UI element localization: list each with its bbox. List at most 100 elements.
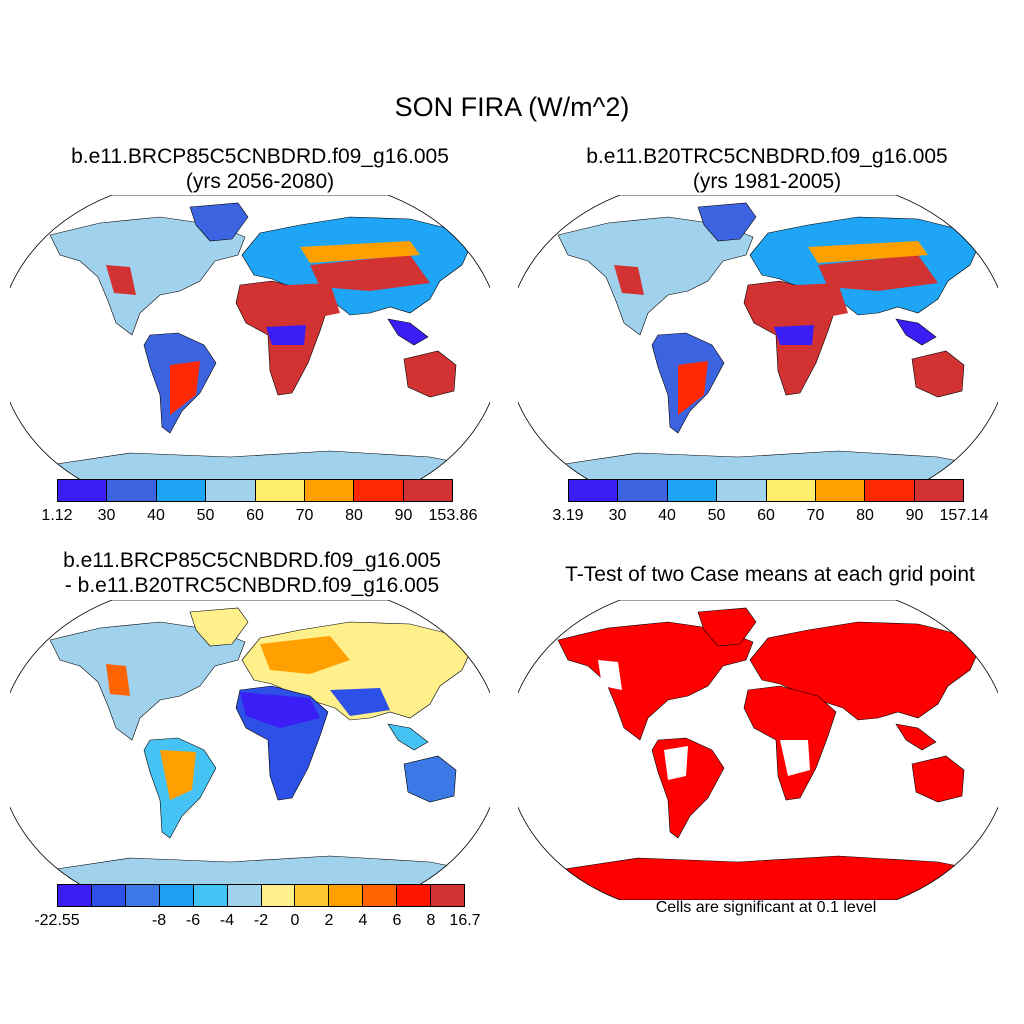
land-layer bbox=[537, 202, 989, 495]
colorbar-swatch bbox=[354, 480, 404, 501]
field-region bbox=[106, 664, 130, 696]
panel-1-map bbox=[10, 195, 490, 495]
field-region bbox=[170, 361, 200, 415]
colorbar-swatch bbox=[431, 885, 465, 906]
colorbar-tick-label: 157.14 bbox=[939, 507, 989, 524]
panel-4-title: T-Test of two Case means at each grid po… bbox=[565, 563, 975, 586]
continent-greenland bbox=[189, 607, 249, 647]
colorbar-swatch bbox=[206, 480, 256, 501]
colorbar-tick-label: 16.7 bbox=[449, 912, 481, 929]
continent-seasia bbox=[387, 318, 429, 346]
field-region bbox=[808, 241, 928, 263]
colorbar-swatch bbox=[107, 480, 157, 501]
colorbar-swatch bbox=[227, 885, 262, 906]
continent-australia bbox=[403, 755, 457, 803]
colorbar-swatch bbox=[261, 885, 296, 906]
main-title: SON FIRA (W/m^2) bbox=[394, 92, 630, 122]
colorbar-swatch bbox=[329, 885, 364, 906]
field-region bbox=[240, 692, 320, 728]
continent-greenland bbox=[697, 202, 757, 242]
colorbar-swatch bbox=[255, 480, 305, 501]
colorbar-swatch bbox=[403, 480, 452, 501]
colorbar-swatch bbox=[58, 885, 92, 906]
field-region bbox=[310, 255, 430, 291]
colorbar-tick-label: 40 bbox=[147, 507, 165, 524]
panel-2-years: (yrs 1981-2005) bbox=[692, 170, 842, 193]
colorbar-tick-label: 2 bbox=[324, 912, 334, 929]
colorbar-tick-label: 1.12 bbox=[41, 507, 73, 524]
colorbar-tick-label: 70 bbox=[806, 507, 825, 524]
panel-3-colorbar-labels: -22.55 -8 -6 -4 -2 0 2 4 6 8 16.7 bbox=[34, 912, 480, 932]
field-region bbox=[818, 255, 938, 291]
continent-seasia bbox=[387, 723, 429, 751]
field-region bbox=[758, 283, 848, 319]
colorbar-tick-label: -2 bbox=[253, 912, 269, 929]
colorbar-swatch bbox=[58, 480, 108, 501]
colorbar-swatch bbox=[125, 885, 160, 906]
field-region bbox=[300, 241, 420, 263]
colorbar-tick-label: -4 bbox=[219, 912, 235, 929]
continent-samerica bbox=[651, 737, 725, 839]
continent-greenland bbox=[697, 607, 757, 647]
colorbar-tick-label: 8 bbox=[426, 912, 436, 929]
field-region bbox=[678, 361, 708, 415]
panel-1-colorbar bbox=[57, 479, 453, 502]
panel-3-colorbar bbox=[57, 884, 465, 907]
colorbar-tick-label: 80 bbox=[345, 507, 363, 524]
panel-3-map bbox=[10, 600, 490, 900]
map-boundary bbox=[10, 195, 490, 495]
panel-2-map bbox=[518, 195, 998, 495]
colorbar-swatch bbox=[295, 885, 330, 906]
colorbar-tick-label: 153.86 bbox=[428, 507, 478, 524]
colorbar-swatch bbox=[569, 480, 619, 501]
colorbar-tick-label: 30 bbox=[608, 507, 627, 524]
panel-1-years: (yrs 2056-2080) bbox=[185, 170, 335, 193]
continent-australia bbox=[403, 350, 457, 398]
continent-australia bbox=[911, 755, 965, 803]
colorbar-tick-label: 4 bbox=[358, 912, 368, 929]
panel-1-title: b.e11.BRCP85C5CNBDRD.f09_g16.005 (yrs 20… bbox=[20, 144, 500, 194]
field-region bbox=[658, 704, 694, 726]
colorbar-tick-label: 70 bbox=[295, 507, 314, 524]
field-region bbox=[160, 750, 196, 800]
colorbar-tick-label: 3.19 bbox=[552, 507, 584, 524]
panel-2-case-name: b.e11.B20TRC5CNBDRD.f09_g16.005 bbox=[586, 145, 948, 168]
colorbar-tick-label: 30 bbox=[97, 507, 116, 524]
colorbar-swatch bbox=[766, 480, 816, 501]
field-region bbox=[260, 636, 350, 674]
field-region bbox=[780, 740, 810, 776]
colorbar-swatch bbox=[914, 480, 963, 501]
panel-3-title: b.e11.BRCP85C5CNBDRD.f09_g16.005 - b.e11… bbox=[12, 548, 492, 598]
field-region bbox=[106, 265, 136, 295]
colorbar-tick-label: 90 bbox=[905, 507, 924, 524]
panel-4-map bbox=[518, 600, 998, 900]
colorbar-tick-label: -8 bbox=[151, 912, 167, 929]
colorbar-tick-label: 60 bbox=[246, 507, 264, 524]
field-region bbox=[330, 688, 390, 716]
field-region bbox=[774, 325, 814, 345]
colorbar-tick-label: 0 bbox=[290, 912, 300, 929]
map-boundary bbox=[518, 600, 998, 900]
colorbar-swatch bbox=[91, 885, 126, 906]
field-region bbox=[664, 746, 688, 780]
colorbar-swatch bbox=[156, 480, 207, 501]
continent-seasia bbox=[895, 318, 937, 346]
significance-note: Cells are significant at 0.1 level bbox=[655, 899, 877, 916]
panel-2-title: b.e11.B20TRC5CNBDRD.f09_g16.005 (yrs 198… bbox=[527, 144, 1007, 194]
colorbar-swatch bbox=[304, 480, 355, 501]
panel-2-colorbar bbox=[568, 479, 964, 502]
continent-seasia bbox=[895, 723, 937, 751]
colorbar-tick-label: 50 bbox=[707, 507, 726, 524]
continent-antarctica bbox=[537, 855, 989, 900]
panel-3-minus-case-name: - b.e11.B20TRC5CNBDRD.f09_g16.005 bbox=[64, 574, 440, 597]
panel-2-colorbar-labels: 3.19 30 40 50 60 70 80 90 157.14 bbox=[552, 507, 988, 527]
colorbar-tick-label: 90 bbox=[394, 507, 413, 524]
panel-1-case-name: b.e11.BRCP85C5CNBDRD.f09_g16.005 bbox=[71, 145, 449, 168]
colorbar-swatch bbox=[193, 885, 228, 906]
colorbar-swatch bbox=[667, 480, 718, 501]
map-boundary bbox=[518, 195, 998, 495]
colorbar-tick-label: 6 bbox=[392, 912, 402, 929]
colorbar-swatch bbox=[618, 480, 668, 501]
panel-3-case-name: b.e11.BRCP85C5CNBDRD.f09_g16.005 bbox=[63, 549, 441, 572]
colorbar-swatch bbox=[815, 480, 866, 501]
